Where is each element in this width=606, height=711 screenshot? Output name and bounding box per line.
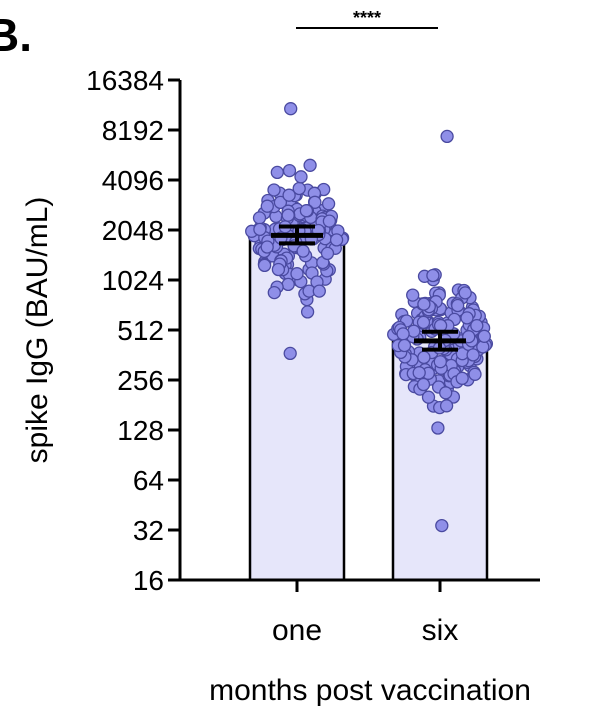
data-point <box>252 211 267 225</box>
data-point <box>439 399 454 413</box>
y-tick-label: 2048 <box>102 215 164 246</box>
data-point <box>299 204 314 218</box>
x-tick-label: six <box>422 614 459 647</box>
y-tick-label: 16384 <box>86 65 164 96</box>
data-point <box>281 208 295 222</box>
data-point <box>416 377 431 392</box>
data-point <box>308 195 322 209</box>
y-tick-label: 16 <box>133 565 164 596</box>
data-point <box>397 338 412 353</box>
data-point <box>260 199 274 213</box>
data-point <box>283 346 297 361</box>
data-point <box>284 102 298 116</box>
data-point <box>257 258 272 273</box>
data-point <box>267 285 281 300</box>
data-point <box>470 318 484 333</box>
data-point <box>455 371 469 385</box>
data-point <box>253 222 267 237</box>
data-point <box>282 188 296 202</box>
data-point <box>407 324 421 338</box>
data-point <box>322 214 337 228</box>
data-point <box>458 286 472 300</box>
y-tick-label: 32 <box>133 515 164 546</box>
data-point <box>421 390 436 404</box>
error-bars-layer <box>271 224 466 352</box>
data-point <box>431 421 445 435</box>
data-point <box>396 327 410 341</box>
y-tick-label: 8192 <box>102 115 164 146</box>
data-point <box>300 305 315 319</box>
data-point <box>321 197 336 211</box>
data-point <box>468 367 482 381</box>
bar-one <box>248 234 346 582</box>
data-point <box>303 158 317 172</box>
y-tick-label: 64 <box>133 465 164 496</box>
data-point <box>440 129 454 144</box>
data-point <box>466 348 480 362</box>
data-point <box>296 244 310 258</box>
data-point <box>417 350 431 365</box>
x-tick-label: one <box>272 614 322 647</box>
data-point <box>435 518 449 533</box>
points-layer <box>245 102 494 533</box>
data-point <box>320 246 335 261</box>
x-axis-label: months post vaccination <box>209 674 531 707</box>
axes-layer: 16 32 64 128 256 512 1024 2048 4096 8192 16384 one s… <box>86 65 540 647</box>
data-point <box>270 165 284 180</box>
data-point <box>416 315 431 330</box>
panel-letter: B. <box>0 9 32 61</box>
y-tick-label: 1024 <box>102 265 164 296</box>
data-point <box>312 284 326 298</box>
data-point <box>294 170 308 184</box>
data-point <box>439 386 453 400</box>
data-point <box>460 311 474 325</box>
y-tick-label: 512 <box>117 315 164 346</box>
y-axis-label: spike IgG (BAU/mL) <box>21 197 54 464</box>
data-point <box>273 195 288 210</box>
data-point <box>477 329 491 343</box>
data-point <box>290 267 304 281</box>
data-point <box>267 183 281 197</box>
data-point <box>281 277 295 292</box>
data-point <box>451 298 465 313</box>
data-point <box>282 163 297 178</box>
y-tick-label: 128 <box>117 415 164 446</box>
significance-label: **** <box>353 8 381 28</box>
data-point <box>417 297 431 311</box>
y-tick-label: 4096 <box>102 165 164 196</box>
data-point <box>271 262 286 277</box>
data-point <box>433 355 447 369</box>
data-point <box>412 366 426 380</box>
data-point <box>329 233 344 247</box>
data-point <box>260 240 274 254</box>
data-point <box>406 288 420 302</box>
y-tick-label: 256 <box>117 365 164 396</box>
data-point <box>426 268 440 283</box>
